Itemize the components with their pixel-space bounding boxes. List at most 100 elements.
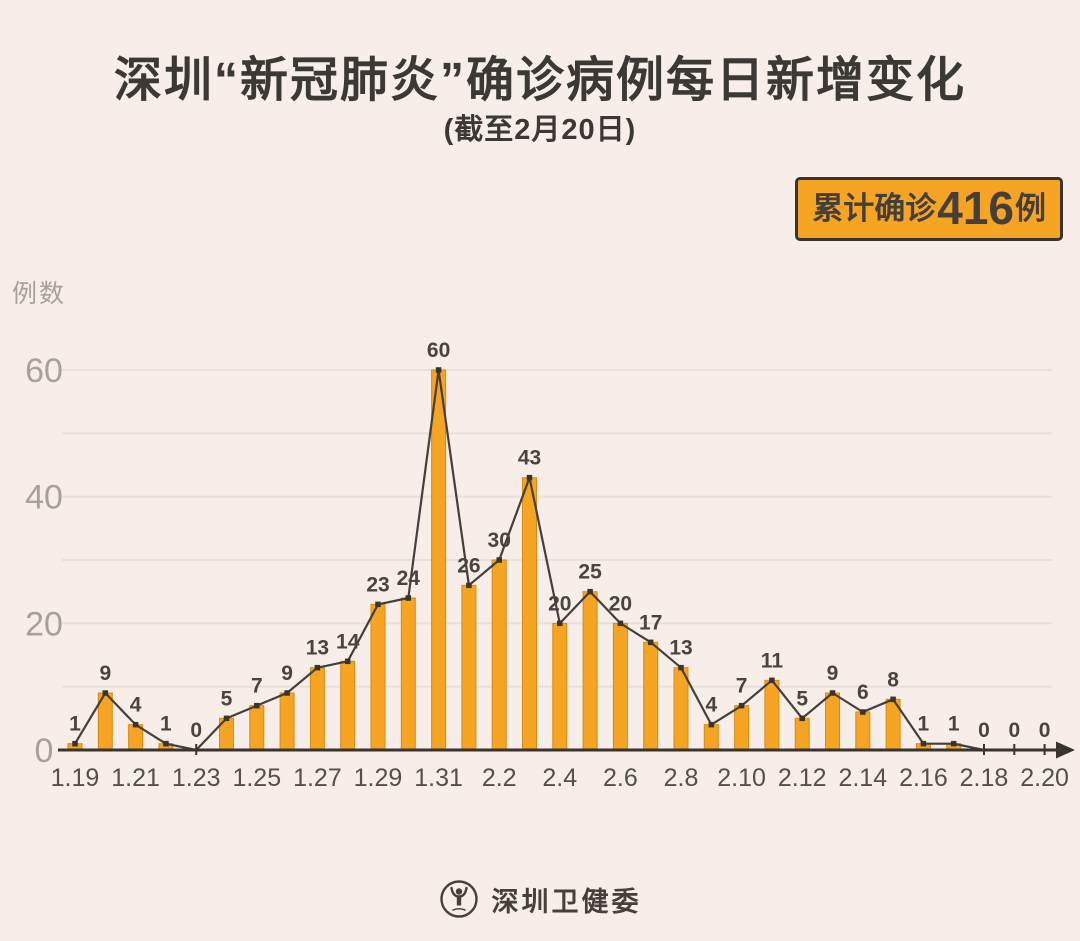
svg-text:2.4: 2.4 — [542, 764, 577, 792]
svg-text:1.19: 1.19 — [51, 764, 100, 792]
svg-text:20: 20 — [548, 592, 571, 615]
bar — [612, 622, 628, 751]
svg-text:13: 13 — [669, 637, 692, 660]
data-point-marker — [678, 664, 684, 671]
bar — [309, 667, 325, 751]
y-axis-labels: 0 20 40 60 — [25, 352, 63, 770]
svg-text:2.8: 2.8 — [664, 764, 699, 792]
data-point-marker — [72, 740, 78, 747]
footer: 深圳卫健委 — [0, 879, 1080, 919]
svg-text:14: 14 — [336, 630, 360, 653]
data-point-marker — [254, 702, 260, 709]
svg-text:9: 9 — [827, 662, 839, 685]
bar — [279, 692, 295, 751]
data-point-marker — [102, 690, 109, 696]
badge-prefix-label: 累计确诊 — [812, 190, 937, 226]
data-point-marker — [617, 620, 624, 627]
bar — [582, 591, 598, 751]
svg-text:4: 4 — [130, 694, 142, 717]
data-point-marker — [223, 715, 230, 722]
svg-text:6: 6 — [857, 681, 869, 704]
data-point-marker — [344, 658, 351, 665]
svg-text:1: 1 — [948, 713, 960, 736]
bar — [703, 724, 719, 751]
svg-text:0: 0 — [190, 719, 202, 742]
svg-text:4: 4 — [705, 694, 717, 717]
chart-title: 深圳“新冠肺炎”确诊病例每日新增变化 — [113, 54, 966, 107]
svg-text:60: 60 — [427, 339, 450, 362]
bar — [340, 660, 356, 751]
bar — [522, 477, 537, 751]
x-axis — [58, 741, 1075, 759]
bar — [643, 641, 659, 751]
svg-text:7: 7 — [251, 675, 263, 698]
svg-text:0: 0 — [1008, 719, 1020, 742]
svg-text:5: 5 — [796, 687, 808, 710]
y-axis-title: 例数 — [12, 280, 67, 308]
svg-text:0: 0 — [1039, 719, 1051, 742]
svg-text:7: 7 — [736, 675, 748, 698]
axis-arrow-icon — [1056, 741, 1075, 759]
data-point-marker — [405, 595, 412, 601]
data-point-marker — [496, 557, 502, 563]
bar — [400, 597, 416, 751]
svg-text:2.16: 2.16 — [899, 764, 948, 792]
svg-text:2.2: 2.2 — [482, 764, 517, 792]
svg-text:1.25: 1.25 — [232, 764, 281, 792]
svg-text:1.27: 1.27 — [293, 764, 342, 792]
svg-text:25: 25 — [578, 561, 602, 584]
data-point-marker — [132, 721, 139, 728]
data-point-marker — [799, 715, 805, 722]
cumulative-total-badge: 累计确诊 416 例 — [795, 177, 1063, 241]
svg-text:2.12: 2.12 — [778, 764, 827, 792]
svg-text:8: 8 — [887, 668, 899, 691]
svg-text:0: 0 — [978, 719, 990, 742]
bar — [794, 717, 810, 751]
bar — [825, 692, 840, 751]
bars — [67, 369, 962, 751]
svg-text:5: 5 — [221, 687, 233, 710]
data-point-marker — [647, 639, 654, 646]
data-point-marker — [587, 588, 593, 595]
shenzhen-health-commission-logo-icon — [439, 880, 478, 918]
svg-text:2.14: 2.14 — [838, 764, 887, 792]
svg-text:2.20: 2.20 — [1020, 764, 1069, 792]
svg-text:1: 1 — [69, 713, 81, 736]
svg-text:17: 17 — [639, 611, 662, 634]
svg-text:1.21: 1.21 — [111, 764, 160, 792]
svg-text:9: 9 — [281, 662, 293, 685]
bar — [855, 711, 871, 751]
svg-text:2.18: 2.18 — [960, 764, 1009, 792]
svg-text:30: 30 — [488, 529, 511, 552]
svg-text:20: 20 — [609, 592, 632, 615]
data-point-marker — [890, 696, 896, 703]
data-point-marker — [829, 690, 836, 696]
badge-suffix-label: 例 — [1015, 190, 1046, 226]
svg-text:43: 43 — [518, 447, 541, 470]
svg-text:2.6: 2.6 — [603, 764, 638, 792]
bar — [461, 584, 477, 751]
data-point-marker — [920, 740, 927, 747]
svg-text:24: 24 — [397, 567, 421, 590]
data-point-marker — [738, 702, 745, 709]
x-axis-labels: 1.19 1.21 1.23 1.25 1.27 1.29 1.31 2.2 2.4 2.6 2.8… — [51, 764, 1069, 792]
svg-text:1: 1 — [918, 713, 930, 736]
bar — [673, 667, 689, 751]
chart-subtitle: (截至2月20日) — [443, 114, 637, 146]
svg-text:1: 1 — [160, 713, 172, 736]
svg-text:1.23: 1.23 — [172, 764, 221, 792]
badge-total-number: 416 — [937, 182, 1014, 234]
svg-text:60: 60 — [25, 352, 63, 390]
data-point-marker — [708, 721, 715, 728]
bar — [249, 705, 265, 751]
data-point-marker — [860, 709, 866, 715]
bar — [370, 603, 386, 751]
data-point-marker — [769, 677, 775, 684]
svg-text:26: 26 — [457, 554, 480, 577]
footer-org-name: 深圳卫健委 — [491, 886, 642, 917]
point-markers — [72, 367, 1046, 755]
data-point-marker — [950, 740, 957, 747]
svg-text:13: 13 — [306, 637, 329, 660]
svg-text:11: 11 — [761, 649, 784, 672]
